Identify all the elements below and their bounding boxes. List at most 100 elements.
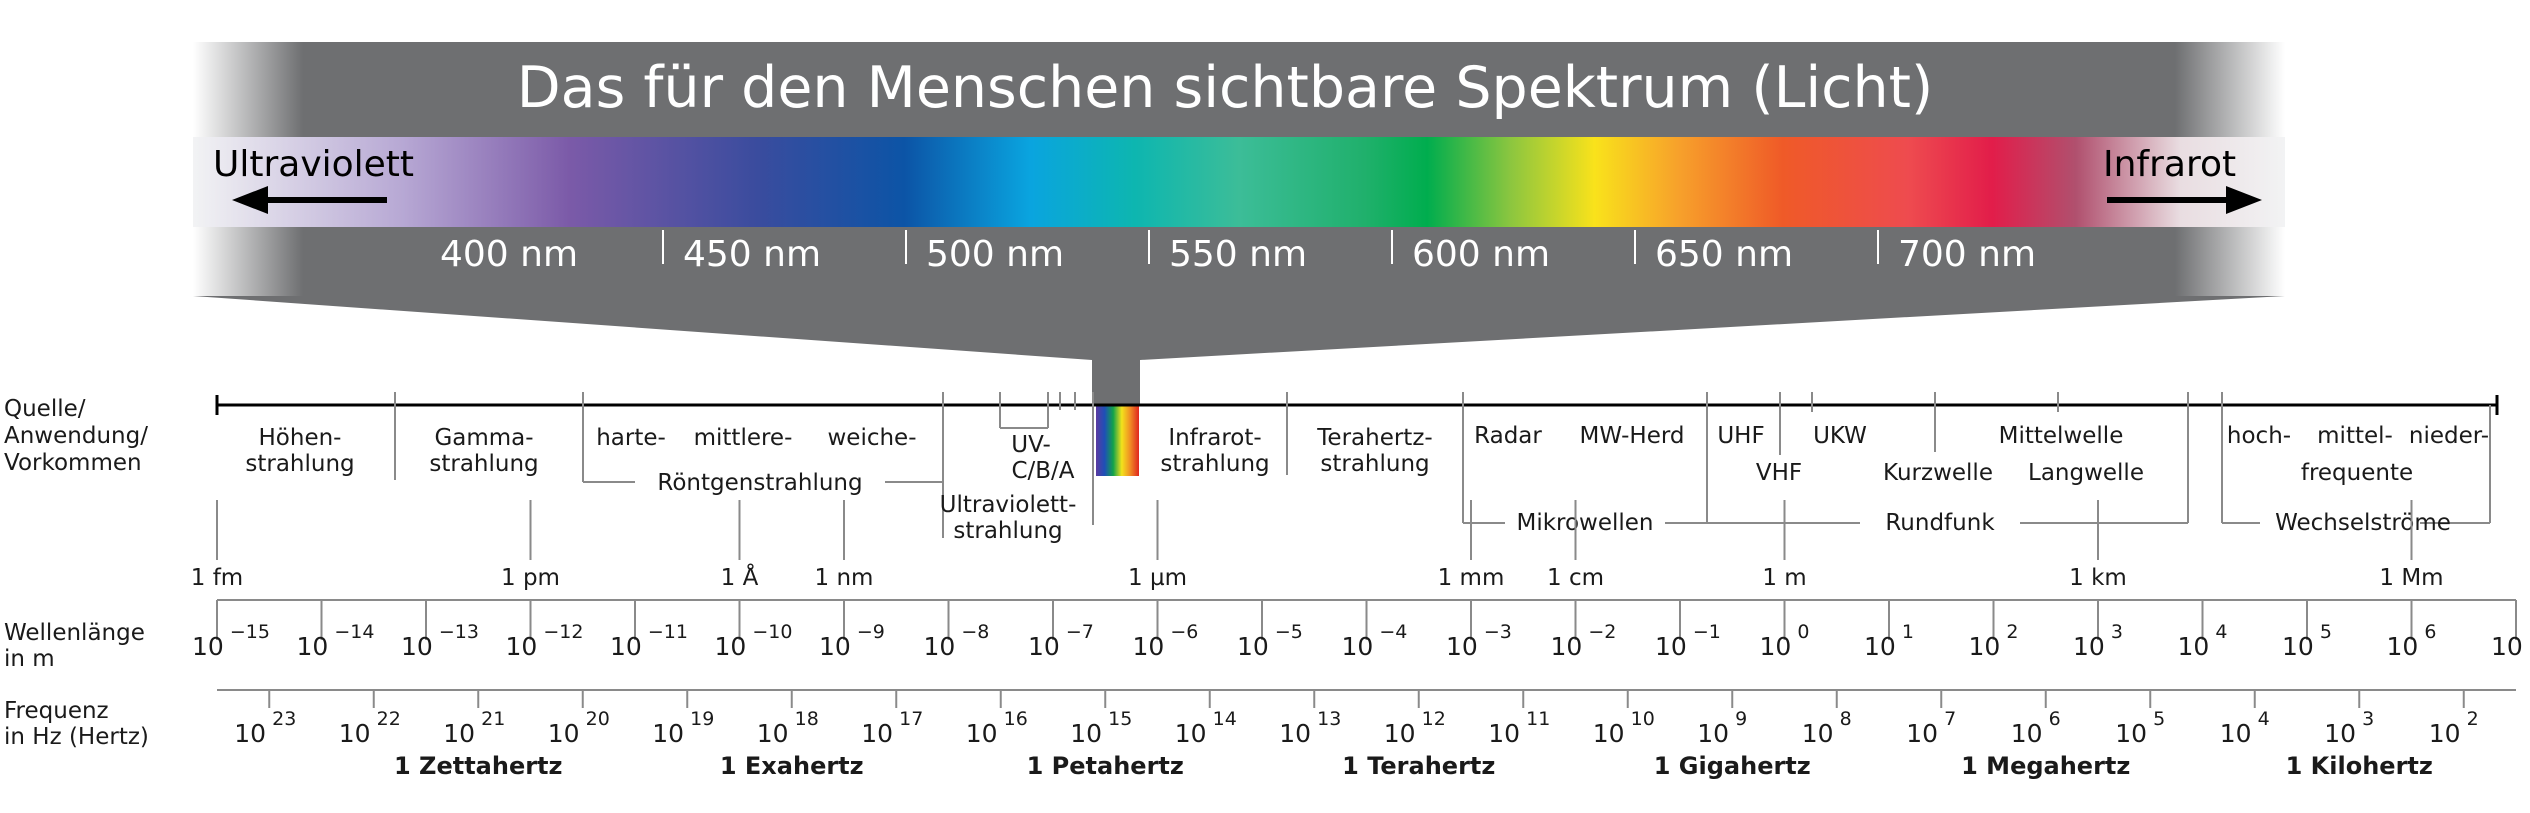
xray-label: Röntgenstrahlung bbox=[657, 470, 862, 496]
uv-cba-label-2: C/B/A bbox=[1011, 458, 1074, 484]
hard-xray-label: harte- bbox=[596, 425, 666, 451]
nm-tick-label: 500 nm bbox=[926, 234, 1064, 275]
frequency-tick-label: 10 7 bbox=[1906, 708, 1956, 748]
arrow-left-icon bbox=[232, 186, 387, 214]
length-unit-label: 1 mm bbox=[1438, 565, 1505, 591]
frequency-tick-label: 10 8 bbox=[1802, 708, 1852, 748]
source-row-label-2: Anwendung/ bbox=[4, 423, 148, 449]
broadcast-label: Rundfunk bbox=[1885, 510, 1995, 536]
frequency-tick-label: 10 19 bbox=[652, 708, 714, 748]
frequency-tick-label: 10 16 bbox=[966, 708, 1028, 748]
length-unit-label: 1 µm bbox=[1128, 565, 1187, 591]
length-unit-label: 1 fm bbox=[191, 565, 243, 591]
wavelength-tick-label: 10 −14 bbox=[297, 621, 375, 661]
wavelength-tick-label: 10 −6 bbox=[1133, 621, 1199, 661]
spectrum-title: Das für den Menschen sichtbare Spektrum … bbox=[517, 55, 1933, 121]
length-unit-label: 1 Mm bbox=[2379, 565, 2443, 591]
wavelength-tick-label: 10 −7 bbox=[1028, 621, 1094, 661]
medium-xray-label: mittlere- bbox=[694, 425, 793, 451]
frequency-tick-label: 10 4 bbox=[2220, 708, 2270, 748]
frequency-tick-label: 10 21 bbox=[443, 708, 505, 748]
wavelength-row-label-1: Wellenlänge bbox=[4, 620, 145, 646]
soft-xray-label: weiche- bbox=[827, 425, 916, 451]
visible-spectrum-panel bbox=[193, 42, 2285, 476]
mediumwave-label: Mittelwelle bbox=[1999, 423, 2124, 449]
wavelength-tick-label: 10 1 bbox=[1864, 621, 1914, 661]
gamma-rays-label-1: Gamma- bbox=[434, 425, 533, 451]
frequency-tick-label: 10 13 bbox=[1279, 708, 1341, 748]
infrared-radiation-label-1: Infrarot- bbox=[1168, 425, 1261, 451]
wavelength-tick-label: 10 −8 bbox=[924, 621, 990, 661]
frequency-tick-label: 10 17 bbox=[861, 708, 923, 748]
nm-tick-label: 550 nm bbox=[1169, 234, 1307, 275]
gamma-rays-label-2: strahlung bbox=[429, 451, 538, 477]
medium-frequency-label: mittel- bbox=[2317, 423, 2393, 449]
radar-label: Radar bbox=[1474, 423, 1542, 449]
shortwave-label: Kurzwelle bbox=[1883, 460, 1993, 486]
arrow-right-icon bbox=[2107, 186, 2262, 214]
cosmic-rays-label-1: Höhen- bbox=[259, 425, 342, 451]
row-labels: Quelle/ Anwendung/ Vorkommen Wellenlänge… bbox=[4, 396, 149, 750]
infrared-label: Infrarot bbox=[2103, 144, 2236, 185]
wavelength-tick-label: 10 −9 bbox=[819, 621, 885, 661]
frequency-row-label-2: in Hz (Hertz) bbox=[4, 724, 149, 750]
visible-band-marker bbox=[1096, 404, 1139, 476]
wavelength-row-label-2: in m bbox=[4, 646, 55, 672]
terahertz-label-1: Terahertz- bbox=[1316, 425, 1432, 451]
frequency-unit-label: 1 Zettahertz bbox=[394, 752, 563, 780]
microwave-oven-label: MW-Herd bbox=[1579, 423, 1684, 449]
nanometer-scale: 400 nm 450 nm 500 nm 550 nm 600 nm 650 nm 700 … bbox=[440, 230, 2036, 275]
frequency-unit-label: 1 Terahertz bbox=[1342, 752, 1495, 780]
nm-tick-label: 700 nm bbox=[1898, 234, 2036, 275]
longwave-label: Langwelle bbox=[2028, 460, 2144, 486]
wavelength-tick-label: 10 7 bbox=[2491, 621, 2530, 661]
length-unit-label: 1 nm bbox=[815, 565, 874, 591]
frequency-unit-scale: 1 Zettahertz 1 Exahertz 1 Petahertz 1 Terah… bbox=[394, 752, 2433, 780]
frequency-tick-label: 10 20 bbox=[548, 708, 610, 748]
nm-tick-label: 600 nm bbox=[1412, 234, 1550, 275]
wavelength-tick-label: 10 −12 bbox=[506, 621, 584, 661]
low-frequency-label: nieder- bbox=[2409, 423, 2489, 449]
wavelength-tick-label: 10 0 bbox=[1760, 621, 1810, 661]
frequency-tick-label: 10 15 bbox=[1070, 708, 1132, 748]
wavelength-tick-label: 10 3 bbox=[2073, 621, 2123, 661]
terahertz-label-2: strahlung bbox=[1320, 451, 1429, 477]
frequency-unit-label: 1 Petahertz bbox=[1027, 752, 1184, 780]
uv-cba-label-1: UV- bbox=[1011, 432, 1051, 458]
ultraviolet-label: Ultraviolett bbox=[213, 144, 414, 185]
frequency-tick-label: 10 12 bbox=[1384, 708, 1446, 748]
frequency-tick-label: 10 10 bbox=[1593, 708, 1655, 748]
infrared-radiation-label-2: strahlung bbox=[1160, 451, 1269, 477]
wavelength-tick-label: 10 −15 bbox=[192, 621, 270, 661]
frequency-row-label-1: Frequenz bbox=[4, 698, 109, 724]
ultraviolet-radiation-label-1: Ultraviolett- bbox=[940, 492, 1077, 518]
ukw-label: UKW bbox=[1813, 423, 1867, 449]
uhf-label: UHF bbox=[1717, 423, 1764, 449]
frequency-tick-label: 10 9 bbox=[1697, 708, 1747, 748]
wavelength-tick-label: 10 4 bbox=[2178, 621, 2228, 661]
nm-tick-label: 450 nm bbox=[683, 234, 821, 275]
wavelength-tick-label: 10 −1 bbox=[1655, 621, 1721, 661]
frequent-label: frequente bbox=[2301, 460, 2413, 486]
source-labels: Höhen- strahlung Gamma- strahlung harte-… bbox=[245, 423, 2489, 544]
high-frequency-label: hoch- bbox=[2227, 423, 2291, 449]
cosmic-rays-label-2: strahlung bbox=[245, 451, 354, 477]
wavelength-tick-label: 10 −4 bbox=[1342, 621, 1408, 661]
length-unit-label: 1 m bbox=[1762, 565, 1806, 591]
frequency-tick-label: 10 23 bbox=[234, 708, 296, 748]
source-row-label-3: Vorkommen bbox=[4, 450, 142, 476]
frequency-unit-label: 1 Gigahertz bbox=[1654, 752, 1811, 780]
frequency-tick-label: 10 11 bbox=[1488, 708, 1550, 748]
wavelength-tick-label: 10 2 bbox=[1969, 621, 2019, 661]
visible-spectrum-gradient bbox=[193, 137, 2285, 227]
frequency-tick-label: 10 22 bbox=[339, 708, 401, 748]
nm-tick-label: 400 nm bbox=[440, 234, 578, 275]
source-band-lines bbox=[215, 392, 2499, 538]
source-row-label-1: Quelle/ bbox=[4, 396, 86, 422]
frequency-unit-label: 1 Kilohertz bbox=[2286, 752, 2433, 780]
length-unit-label: 1 cm bbox=[1547, 565, 1604, 591]
frequency-unit-label: 1 Megahertz bbox=[1961, 752, 2130, 780]
length-unit-label: 1 pm bbox=[501, 565, 560, 591]
